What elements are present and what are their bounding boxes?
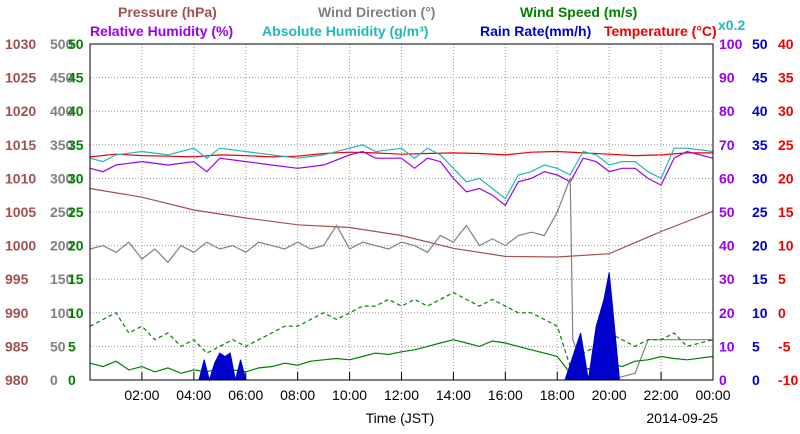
- y-tick-label-wind-direction: 100: [50, 305, 74, 321]
- x-tick-label: 14:00: [436, 387, 471, 403]
- y-tick-label-humidity: 40: [719, 238, 735, 254]
- y-tick-label-humidity: 100: [719, 36, 743, 52]
- y-tick-label-pressure: 1025: [5, 70, 36, 86]
- x-tick-label: 18:00: [540, 387, 575, 403]
- legend-entry: Temperature (°C): [604, 23, 717, 39]
- y-tick-label-wind-direction: 300: [50, 170, 74, 186]
- legend-entry: Wind Speed (m/s): [520, 4, 637, 20]
- y-tick-label-wind-direction: 450: [50, 70, 74, 86]
- y-tick-label-temperature: 35: [778, 70, 794, 86]
- absolute-humidity-scale-note: x0.2: [718, 17, 745, 33]
- y-tick-label-pressure: 1005: [5, 204, 36, 220]
- y-tick-label-wind-speed: 35: [68, 137, 84, 153]
- y-tick-label-humidity: 80: [719, 103, 735, 119]
- y-tick-label-wind-speed: 10: [68, 305, 84, 321]
- x-tick-label: 00:00: [695, 387, 730, 403]
- y-tick-label-humidity: 20: [719, 305, 735, 321]
- y-tick-label-wind-speed: 0: [68, 372, 76, 388]
- grid: [90, 44, 714, 380]
- y-tick-label-pressure: 1015: [5, 137, 36, 153]
- y-tick-label-rain-rate: 0: [752, 372, 760, 388]
- date-label: 2014-09-25: [646, 410, 718, 426]
- y-tick-label-humidity: 0: [719, 372, 727, 388]
- y-tick-label-pressure: 980: [5, 372, 29, 388]
- y-tick-label-pressure: 995: [5, 271, 29, 287]
- y-tick-label-rain-rate: 45: [752, 70, 768, 86]
- series-temperature-c: [89, 150, 713, 158]
- y-tick-label-rain-rate: 10: [752, 305, 768, 321]
- y-tick-label-wind-direction: 350: [50, 137, 74, 153]
- y-tick-label-wind-speed: 25: [68, 204, 84, 220]
- y-tick-label-wind-speed: 50: [68, 36, 84, 52]
- y-tick-label-humidity: 70: [719, 137, 735, 153]
- y-tick-label-temperature: 0: [778, 305, 786, 321]
- y-tick-label-pressure: 1000: [5, 238, 36, 254]
- y-tick-label-wind-direction: 200: [50, 238, 74, 254]
- y-tick-label-temperature: 10: [778, 238, 794, 254]
- y-tick-label-wind-direction: 250: [50, 204, 74, 220]
- y-tick-label-wind-speed: 5: [68, 338, 76, 354]
- y-tick-label-rain-rate: 20: [752, 238, 768, 254]
- y-tick-label-pressure: 985: [5, 338, 29, 354]
- y-tick-label-temperature: 25: [778, 137, 794, 153]
- x-tick-label: 12:00: [384, 387, 419, 403]
- y-tick-label-humidity: 60: [719, 170, 735, 186]
- x-tick-label: 16:00: [488, 387, 523, 403]
- y-tick-label-wind-direction: 0: [50, 372, 58, 388]
- y-tick-label-wind-speed: 30: [68, 170, 84, 186]
- legend-entry: Relative Humidity (%): [90, 23, 233, 39]
- x-tick-label: 10:00: [332, 387, 367, 403]
- y-tick-label-humidity: 10: [719, 338, 735, 354]
- x-tick-label: 22:00: [644, 387, 679, 403]
- legend-entry: Rain Rate(mm/h): [480, 23, 591, 39]
- y-tick-label-temperature: 15: [778, 204, 794, 220]
- y-tick-label-temperature: 5: [778, 271, 786, 287]
- x-tick-label: 08:00: [280, 387, 315, 403]
- y-tick-label-wind-direction: 150: [50, 271, 74, 287]
- x-axis-label: Time (JST): [366, 410, 435, 426]
- plot-frame: [89, 43, 714, 381]
- y-tick-label-wind-speed: 45: [68, 70, 84, 86]
- y-tick-label-pressure: 1010: [5, 170, 36, 186]
- y-tick-label-wind-speed: 15: [68, 271, 84, 287]
- series-absolute-humidity-g-m: [89, 144, 714, 200]
- series-wind-direction: [89, 178, 713, 381]
- y-tick-label-rain-rate: 25: [752, 204, 768, 220]
- legend-entry: Absolute Humidity (g/m³): [262, 23, 428, 39]
- x-tick-label: 02:00: [124, 387, 159, 403]
- x-tick-label: 06:00: [228, 387, 263, 403]
- y-tick-label-rain-rate: 35: [752, 137, 768, 153]
- y-tick-label-wind-direction: 500: [50, 36, 74, 52]
- legend: Pressure (hPa) Wind Direction (°) Wind Spe…: [90, 4, 717, 39]
- y-tick-label-rain-rate: 5: [752, 338, 760, 354]
- y-tick-label-pressure: 1030: [5, 36, 36, 52]
- y-tick-label-temperature: -10: [778, 372, 798, 388]
- series-relative-humidity: [89, 150, 714, 207]
- y-tick-label-pressure: 990: [5, 305, 29, 321]
- legend-entry: Wind Direction (°): [318, 4, 435, 20]
- x-tick-label: 04:00: [176, 387, 211, 403]
- y-tick-label-temperature: 20: [778, 170, 794, 186]
- y-tick-label-temperature: 30: [778, 103, 794, 119]
- y-tick-label-humidity: 90: [719, 70, 735, 86]
- y-tick-label-humidity: 30: [719, 271, 735, 287]
- y-tick-label-wind-direction: 50: [50, 338, 66, 354]
- legend-entry: Pressure (hPa): [118, 4, 217, 20]
- y-axes: 1030102510201015101010051000995990985980…: [5, 36, 798, 388]
- y-tick-label-rain-rate: 50: [752, 36, 768, 52]
- series-pressure-hpa: [89, 187, 714, 258]
- y-tick-label-temperature: -5: [778, 338, 791, 354]
- y-tick-label-humidity: 50: [719, 204, 735, 220]
- y-tick-label-wind-speed: 20: [68, 238, 84, 254]
- y-tick-label-rain-rate: 30: [752, 170, 768, 186]
- y-tick-label-rain-rate: 15: [752, 271, 768, 287]
- y-tick-label-pressure: 1020: [5, 103, 36, 119]
- x-tick-label: 20:00: [592, 387, 627, 403]
- y-tick-label-wind-speed: 40: [68, 103, 84, 119]
- y-tick-label-rain-rate: 40: [752, 103, 768, 119]
- y-tick-label-temperature: 40: [778, 36, 794, 52]
- y-tick-label-wind-direction: 400: [50, 103, 74, 119]
- x-axis: 02:00 04:00 06:00 08:00 10:00 12:00 14:00 16:00…: [124, 387, 730, 403]
